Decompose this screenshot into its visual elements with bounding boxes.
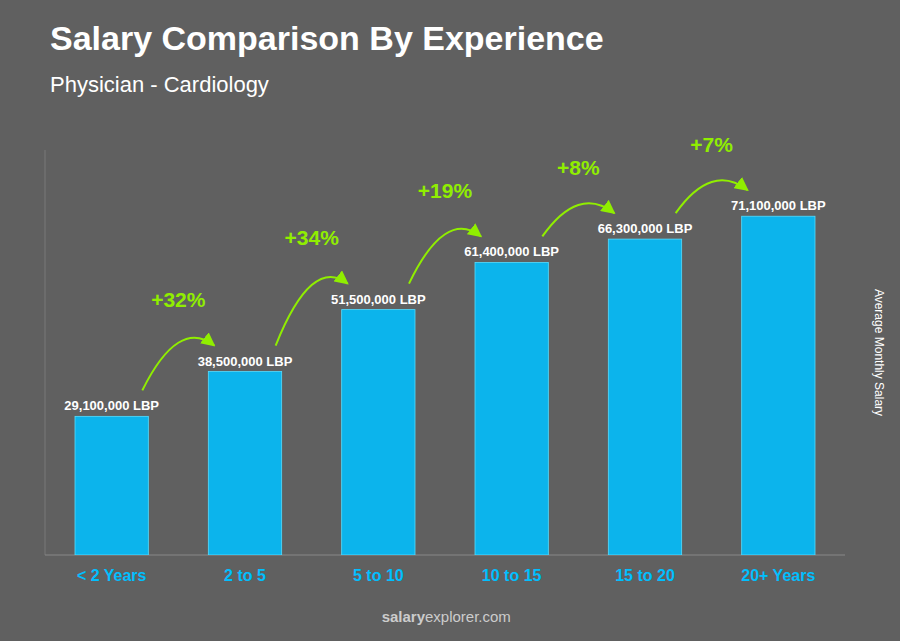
annotation: +7% (690, 133, 733, 156)
data-label: 66,300,000 LBP (598, 221, 693, 236)
data-label: 61,400,000 LBP (464, 244, 559, 259)
arrow (542, 203, 614, 236)
bar (208, 372, 281, 555)
x-tick-label: 5 to 10 (353, 567, 404, 584)
arrow (676, 180, 748, 213)
bar (75, 416, 148, 555)
y-axis (45, 150, 46, 555)
annotation: +19% (418, 179, 473, 202)
arrow (276, 277, 348, 346)
bar (608, 239, 681, 555)
data-label: 38,500,000 LBP (198, 354, 293, 369)
x-tick-label: 15 to 20 (615, 567, 675, 584)
x-tick-label: 20+ Years (741, 567, 815, 584)
bar (742, 216, 815, 555)
footer: explorer.com (425, 608, 511, 625)
arrow (142, 338, 214, 391)
annotation: +8% (557, 156, 600, 179)
title: Salary Comparison By Experience (50, 19, 604, 57)
x-tick-label: 10 to 15 (482, 567, 542, 584)
data-label: 51,500,000 LBP (331, 292, 426, 307)
subtitle: Physician - Cardiology (50, 72, 269, 97)
data-label: 29,100,000 LBP (64, 398, 159, 413)
x-axis (45, 555, 845, 556)
bar (475, 262, 548, 555)
x-tick-label: < 2 Years (77, 567, 147, 584)
bar (342, 310, 415, 555)
footer: salary (382, 608, 426, 625)
annotation: +32% (151, 288, 206, 311)
background (0, 0, 900, 641)
y-axis-label: Average Monthly Salary (872, 289, 886, 416)
bars (75, 216, 815, 555)
x-tick-label: 2 to 5 (224, 567, 266, 584)
annotation: +34% (285, 226, 340, 249)
chart: Salary Comparison By Experience Physician… (0, 0, 900, 641)
data-label: 71,100,000 LBP (731, 198, 826, 213)
arrow (409, 229, 481, 284)
